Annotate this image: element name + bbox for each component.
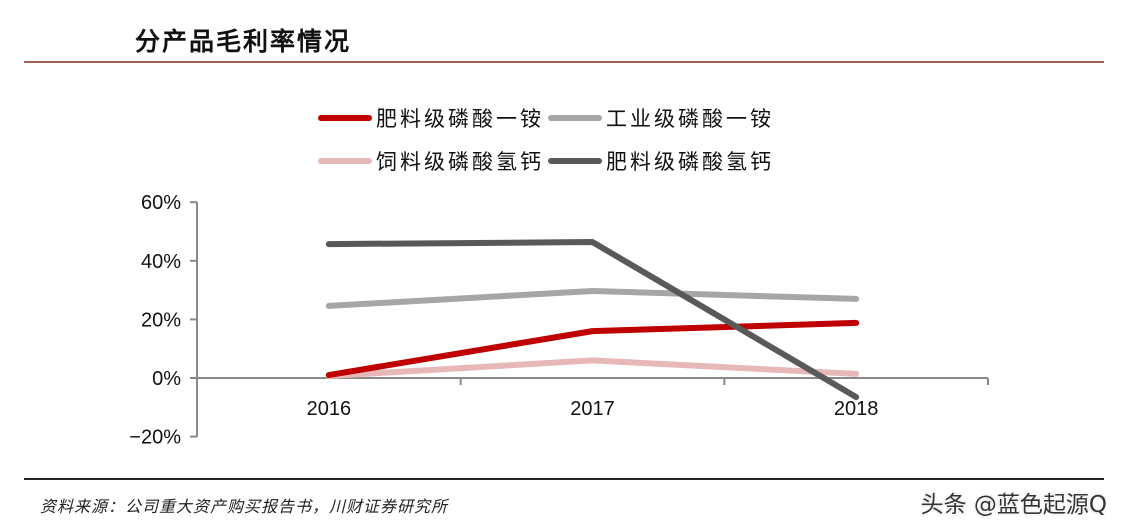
chart-title: 分产品毛利率情况 — [135, 27, 352, 56]
legend-item-fertilizer-map: 肥料级磷酸一铵 — [318, 103, 544, 133]
y-tick-label: 20% — [141, 309, 181, 331]
legend-row-1: 肥料级磷酸一铵 工业级磷酸一铵 — [318, 96, 778, 139]
series-line — [325, 287, 860, 309]
legend-swatch — [548, 157, 602, 164]
watermark: 头条 @蓝色起源Q — [920, 492, 1107, 518]
source-note: 资料来源：公司重大资产购买报告书，川财证券研究所 — [40, 497, 449, 516]
x-tick-label: 2016 — [307, 398, 352, 420]
title-divider — [24, 61, 1104, 63]
footer-divider — [24, 478, 1104, 480]
y-tick-label: −20% — [129, 427, 181, 449]
legend-label: 饲料级磷酸氢钙 — [376, 149, 544, 174]
legend-label: 工业级磷酸一铵 — [606, 106, 774, 131]
legend-label: 肥料级磷酸一铵 — [376, 106, 544, 131]
y-tick-label: 60% — [141, 192, 181, 214]
y-tick-label: 0% — [152, 368, 181, 390]
legend-swatch — [318, 157, 372, 164]
legend-swatch — [318, 114, 372, 121]
series-line — [325, 319, 860, 379]
x-tick-label: 2017 — [570, 398, 615, 420]
legend-label: 肥料级磷酸氢钙 — [606, 149, 774, 174]
legend-swatch — [548, 114, 602, 121]
series-line — [325, 239, 860, 401]
legend-row-2: 饲料级磷酸氢钙 肥料级磷酸氢钙 — [318, 139, 778, 182]
legend-item-industrial-map: 工业级磷酸一铵 — [548, 103, 774, 133]
chart-legend: 肥料级磷酸一铵 工业级磷酸一铵 饲料级磷酸氢钙 肥料级磷酸氢钙 — [318, 96, 778, 182]
x-tick-label: 2018 — [834, 398, 879, 420]
legend-item-fertilizer-dcp: 肥料级磷酸氢钙 — [548, 146, 774, 176]
series-line — [325, 357, 860, 379]
y-tick-label: 40% — [141, 251, 181, 273]
legend-item-feed-dcp: 饲料级磷酸氢钙 — [318, 146, 544, 176]
